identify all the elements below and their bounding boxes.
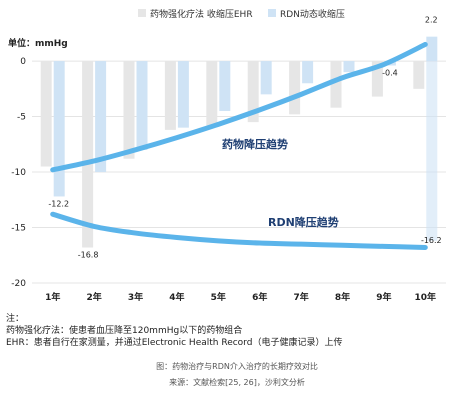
x-tick-label: 2年 xyxy=(86,291,101,303)
legend-label-rdn: RDN动态收缩压 xyxy=(280,8,345,20)
bar-rdn xyxy=(343,61,355,73)
figure-caption: 图：药物治疗与RDN介入治疗的长期疗效对比 xyxy=(156,362,318,371)
note-line-1: 药物强化疗法：使患者血压降至120mmHg以下的药物组合 xyxy=(6,326,243,336)
bar-drug xyxy=(247,61,259,123)
x-tick-label: 10年 xyxy=(415,291,437,303)
bar-rdn xyxy=(426,36,438,62)
data-label-drug: -16.8 xyxy=(78,250,99,259)
bar-drug xyxy=(371,61,383,97)
bar-drug xyxy=(164,61,176,130)
x-tick-label: 1年 xyxy=(45,291,60,303)
bar-drug xyxy=(413,61,425,89)
y-tick-label: -15 xyxy=(11,224,26,234)
unit-label: 单位：mmHg xyxy=(8,37,68,49)
x-tick-label: 8年 xyxy=(335,291,350,303)
legend-swatch-drug xyxy=(138,9,146,17)
bar-rdn xyxy=(260,61,272,95)
bar-drug xyxy=(206,61,218,126)
bar-drug xyxy=(289,61,301,115)
bar-line-chart: 0 -5 -10 -15 -20 1年 2年 3年 4年 5年 6年 7年 8年 9年 10年 -16.8 -… xyxy=(8,8,446,303)
bar-rdn-year10-lower xyxy=(426,61,438,241)
y-tick-label: -20 xyxy=(11,279,26,289)
y-tick-label: -5 xyxy=(17,113,26,123)
bar-rdn xyxy=(136,61,148,150)
bar-drug xyxy=(330,61,342,108)
note-line-2: EHR：患者自行在家测量，并通过Electronic Health Record… xyxy=(6,338,343,348)
bar-rdn xyxy=(302,61,314,84)
trend-label-rdn: RDN降压趋势 xyxy=(268,215,339,229)
data-label-rdn: -12.2 xyxy=(48,199,69,208)
trend-label-drug: 药物降压趋势 xyxy=(222,137,288,151)
y-tick-label: -10 xyxy=(11,168,26,178)
trend-line-rdn xyxy=(50,41,428,173)
bar-drug xyxy=(82,61,94,248)
data-label-rdn: 2.2 xyxy=(425,16,438,25)
bar-drug xyxy=(40,61,52,167)
bar-rdn xyxy=(53,61,65,197)
bar-drug xyxy=(123,61,135,159)
x-tick-label: 7年 xyxy=(293,291,308,303)
data-label-rdn-year10-lower: -16.2 xyxy=(421,236,442,245)
y-tick-label: 0 xyxy=(20,57,26,67)
bar-rdn xyxy=(219,61,231,112)
x-tick-label: 4年 xyxy=(169,291,184,303)
x-tick-label: 9年 xyxy=(376,291,391,303)
note-title: 注： xyxy=(6,314,25,324)
legend-swatch-rdn xyxy=(268,9,276,17)
x-tick-label: 6年 xyxy=(252,291,267,303)
bar-rdn xyxy=(177,61,189,128)
x-tick-label: 5年 xyxy=(211,291,226,303)
trend-line-drug xyxy=(50,211,428,250)
bar-rdn xyxy=(95,61,107,173)
data-label-rdn: -0.4 xyxy=(382,69,398,78)
source-caption: 来源：文献检索[25, 26]，沙利文分析 xyxy=(169,378,305,387)
x-tick-label: 3年 xyxy=(128,291,143,303)
legend-label-drug: 药物强化疗法 收缩压EHR xyxy=(150,8,253,20)
